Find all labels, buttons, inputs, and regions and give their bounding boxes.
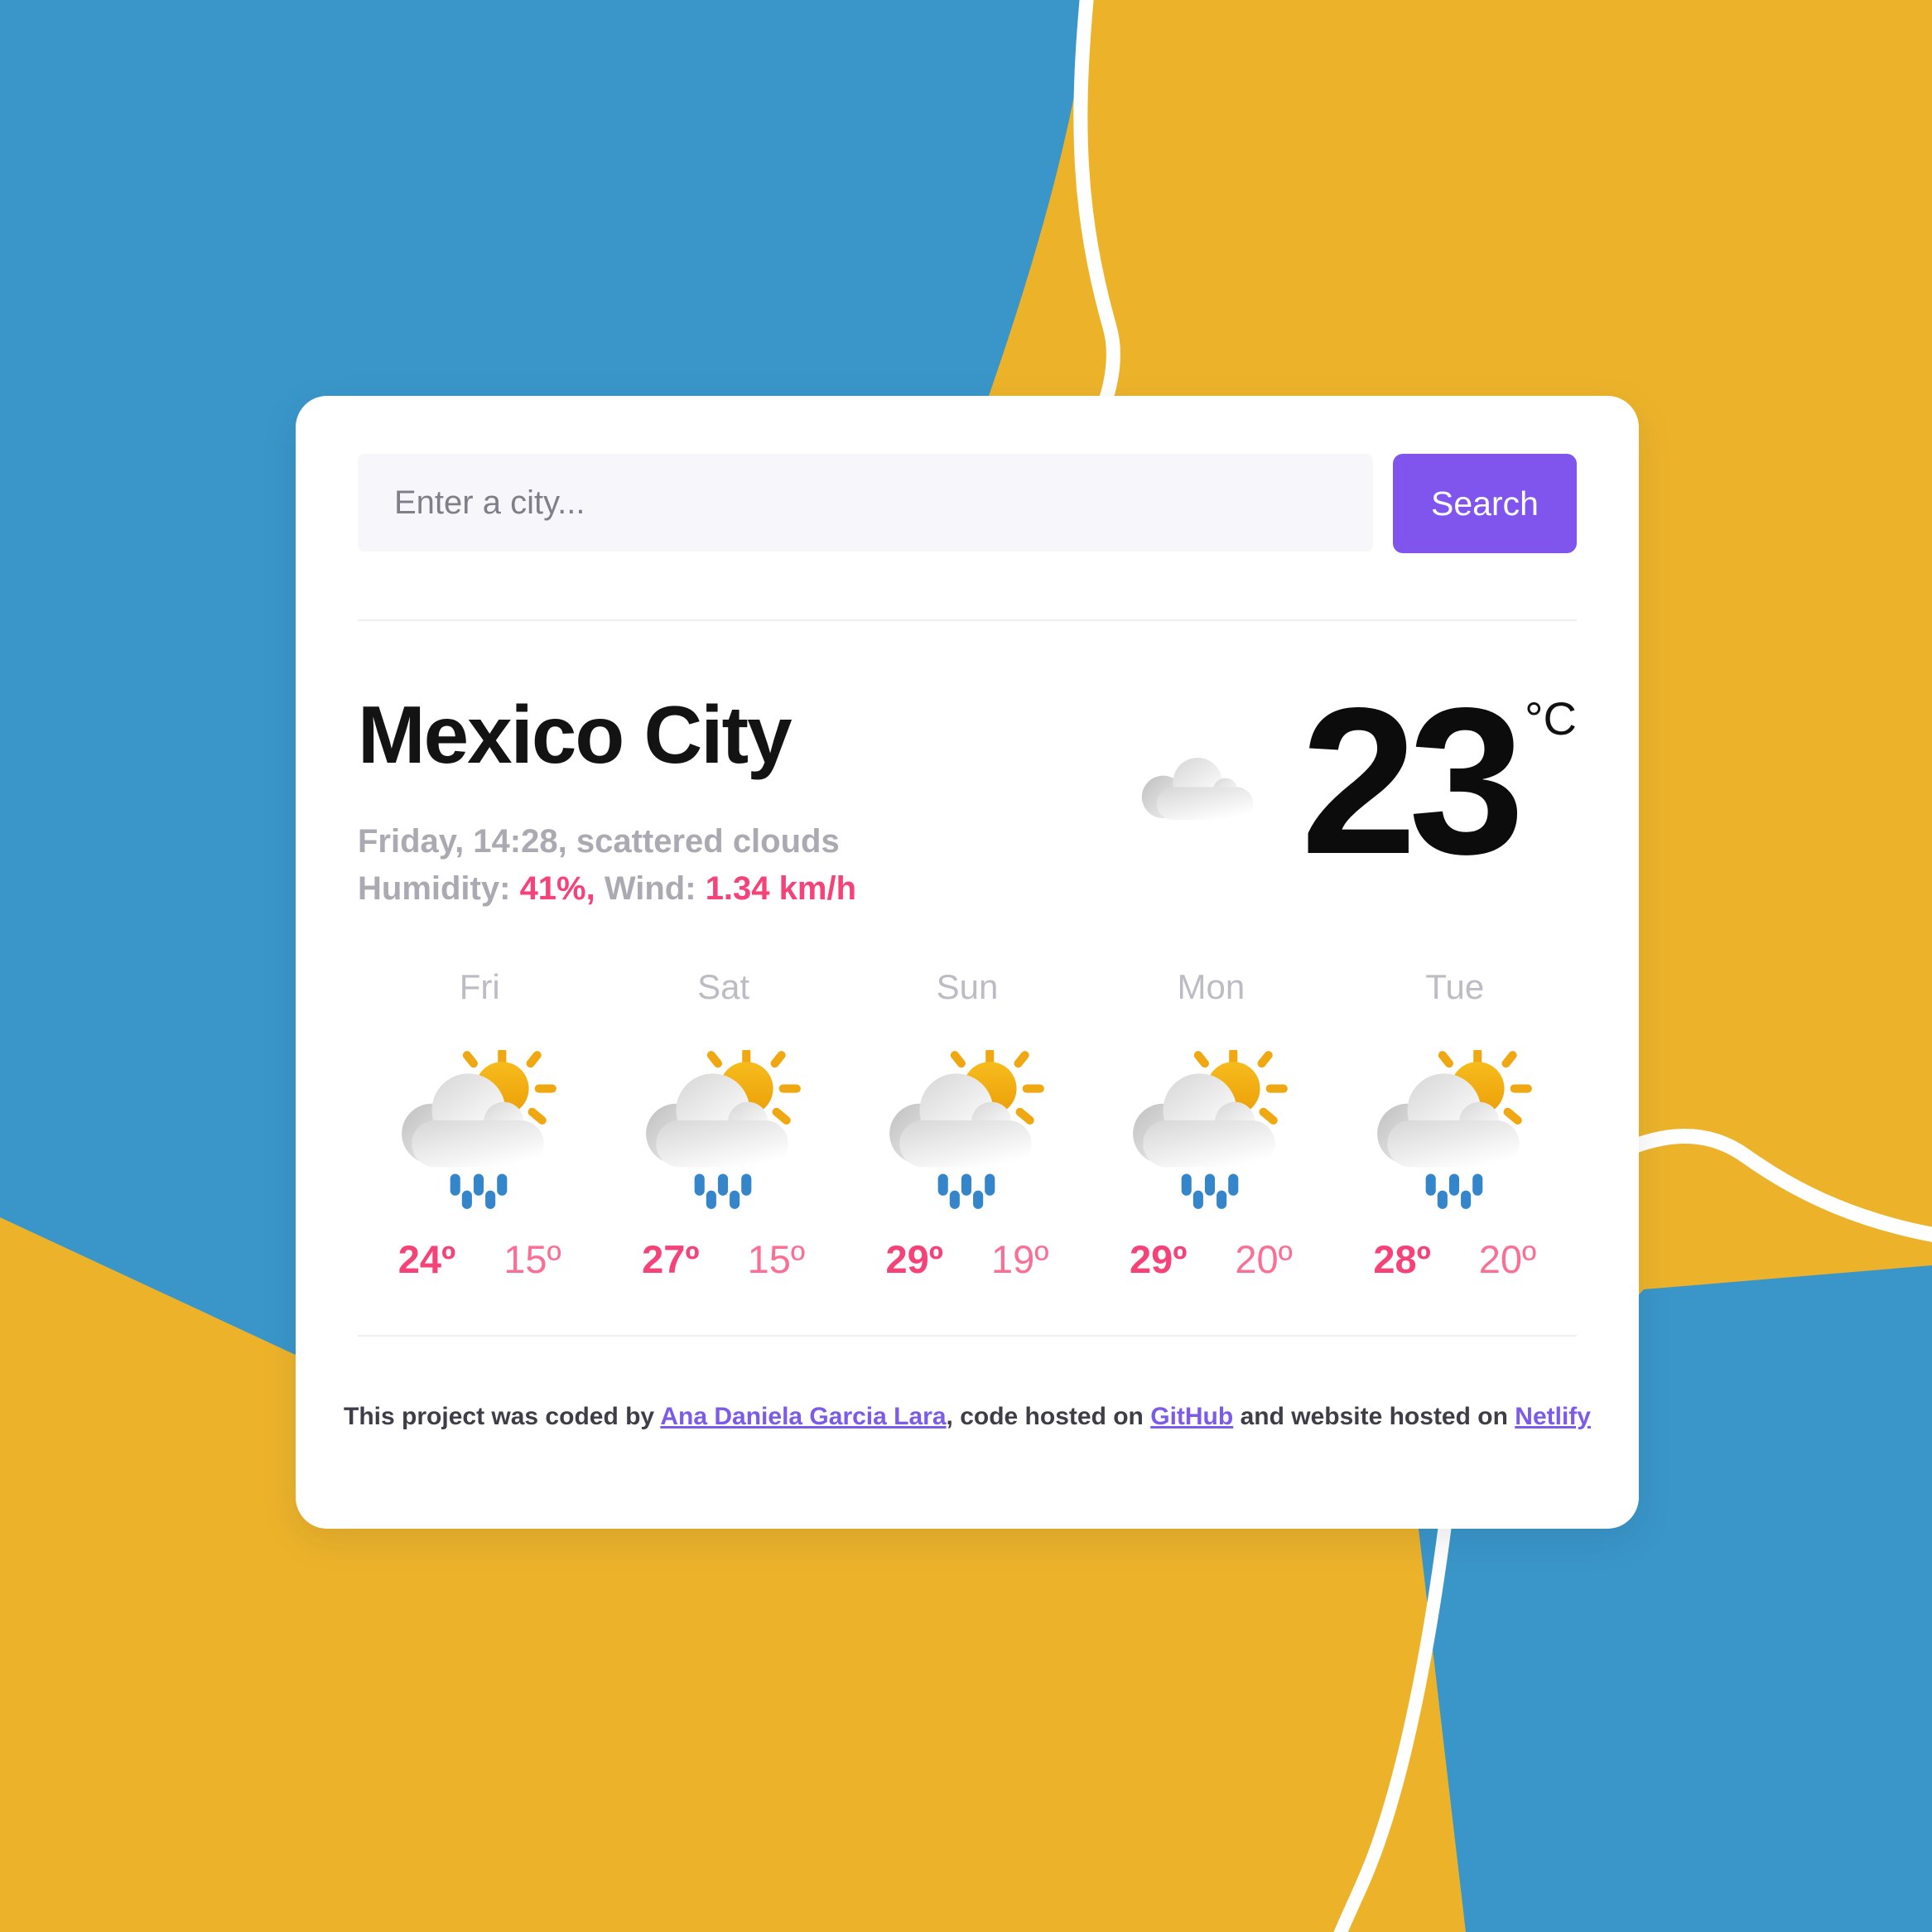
humidity-label: Humidity: (358, 870, 511, 907)
background-line-right (1614, 1129, 1932, 1242)
sun-rain-cloud-icon (846, 1047, 1089, 1215)
temp-min: 19º (990, 1236, 1049, 1281)
day-label: Mon (1177, 966, 1245, 1006)
sun-rain-cloud-icon (601, 1047, 845, 1215)
temp-max: 28º (1373, 1236, 1431, 1281)
footer-text: and website hosted on (1240, 1402, 1508, 1430)
sun-rain-cloud-icon (358, 1047, 601, 1215)
current-right: 23 °C (1134, 677, 1577, 886)
forecast-day-tue: Tue (1333, 967, 1577, 1282)
temp-max: 29º (1129, 1236, 1188, 1281)
conditions-line: Friday, 14:28, scattered clouds (358, 823, 840, 860)
wind-label: Wind: (604, 870, 696, 907)
sun-rain-cloud-icon (1333, 1047, 1577, 1215)
temp-max: 27º (642, 1236, 700, 1281)
day-label: Sun (936, 966, 999, 1006)
background-line-bottom (1333, 1499, 1454, 1932)
sun-rain-cloud-icon (1089, 1047, 1332, 1215)
forecast-day-sat: Sat (601, 967, 845, 1282)
author-link[interactable]: Ana Daniela Garcia Lara (660, 1402, 947, 1430)
temperature-value: 23 (1300, 665, 1525, 898)
day-label: Fri (459, 966, 500, 1006)
day-temps: 28º 20º (1333, 1236, 1577, 1282)
forecast-day-sun: Sun (846, 967, 1089, 1282)
day-temps: 27º 15º (601, 1236, 845, 1282)
footer-text: This project was coded by (344, 1402, 655, 1430)
netlify-link[interactable]: Netlify (1515, 1402, 1591, 1430)
footer-text: , code hosted on (946, 1402, 1144, 1430)
day-temps: 24º 15º (358, 1236, 601, 1282)
wind-value: 1.34 km/h (705, 870, 857, 907)
metrics-line: Humidity: 41%, Wind: 1.34 km/h (358, 865, 856, 913)
temp-min: 15º (503, 1236, 561, 1281)
temp-min: 15º (747, 1236, 806, 1281)
temp-min: 20º (1478, 1236, 1537, 1281)
forecast-day-mon: Mon (1089, 967, 1332, 1282)
weather-card: Search Mexico City Friday, 14:28, scatte… (296, 396, 1639, 1529)
search-input[interactable] (358, 454, 1373, 552)
city-name: Mexico City (358, 689, 793, 780)
current-temperature: 23 °C (1301, 677, 1577, 886)
forecast-day-fri: Fri (358, 967, 601, 1282)
divider-top (358, 619, 1577, 621)
current-left: Mexico City Friday, 14:28, scattered clo… (358, 694, 856, 913)
temp-min: 20º (1235, 1236, 1293, 1281)
temp-max: 24º (397, 1236, 456, 1281)
day-label: Sat (697, 966, 750, 1006)
day-label: Tue (1425, 966, 1485, 1006)
forecast-row: Fri (296, 967, 1639, 1282)
github-link[interactable]: GitHub (1150, 1402, 1234, 1430)
cloud-icon (1141, 757, 1254, 821)
temp-max: 29º (885, 1236, 943, 1281)
search-button[interactable]: Search (1393, 454, 1577, 553)
temperature-unit: °C (1525, 692, 1577, 744)
footer-credits: This project was coded by Ana Daniela Ga… (296, 1403, 1639, 1431)
search-row: Search (358, 454, 1577, 553)
current-weather-section: Mexico City Friday, 14:28, scattered clo… (296, 677, 1639, 913)
day-temps: 29º 19º (846, 1236, 1089, 1282)
humidity-value: 41%, (519, 870, 595, 907)
divider-bottom (358, 1334, 1577, 1337)
day-temps: 29º 20º (1089, 1236, 1332, 1282)
